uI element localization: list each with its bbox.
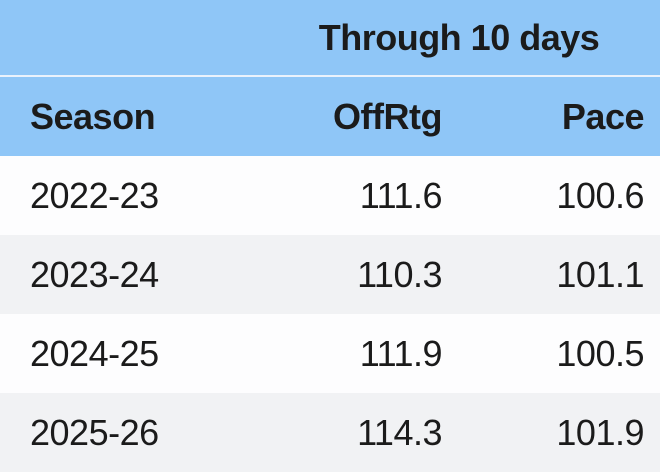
cell-offrtg: 111.9 [359,332,443,374]
cell-pace: 100.5 [556,332,644,374]
cell-pace: 100.6 [556,174,644,216]
column-header-season: Season [30,95,156,137]
column-header-pace: Pace [561,95,645,137]
cell-offrtg: 114.3 [357,411,442,453]
cell-offrtg: 110.3 [357,253,442,295]
header-group-row: Through 10 days [0,0,660,77]
table-row: 2024-25 111.9 100.5 [0,314,660,393]
cell-season: 2023-24 [30,253,159,295]
cell-season: 2025-26 [30,411,159,453]
cell-pace: 101.9 [556,411,644,453]
column-header-row: Season OffRtg Pace [0,76,660,156]
table-row: 2023-24 110.3 101.1 [0,235,660,314]
header-group-title: Through 10 days [258,0,660,77]
table-header: Through 10 days Season OffRtg Pace [0,0,660,156]
table-body: 2022-23 111.6 100.6 2023-24 110.3 101.1 … [0,156,660,472]
cell-season: 2022-23 [30,174,159,216]
column-header-offrtg: OffRtg [333,95,442,137]
header-group-spacer [0,0,258,77]
table-row: 2025-26 114.3 101.9 [0,393,660,472]
cell-offrtg: 111.6 [359,174,443,216]
cell-pace: 101.1 [556,253,644,295]
table-row: 2022-23 111.6 100.6 [0,156,660,235]
cell-season: 2024-25 [30,332,159,374]
